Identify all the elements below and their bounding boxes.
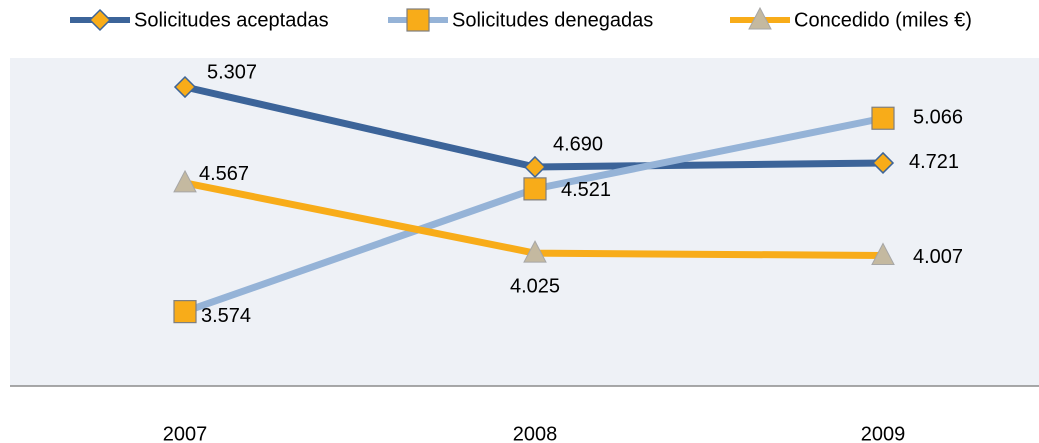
- data-point: [871, 151, 895, 175]
- data-point: [173, 75, 197, 99]
- data-label: 4.567: [199, 163, 249, 185]
- legend-label: Concedido (miles €): [794, 9, 972, 31]
- data-label: 4.521: [561, 179, 611, 201]
- data-label: 4.007: [913, 246, 963, 268]
- data-label: 4.025: [510, 275, 560, 297]
- legend-label: Solicitudes denegadas: [452, 9, 653, 31]
- data-point: [173, 169, 197, 193]
- legend-label: Solicitudes aceptadas: [134, 9, 329, 31]
- legend-marker: [406, 8, 430, 32]
- data-point: [523, 240, 547, 263]
- data-point: [523, 177, 547, 201]
- data-label: 3.574: [201, 305, 251, 327]
- data-label: 5.066: [913, 107, 963, 129]
- data-point: [173, 300, 197, 324]
- data-point: [523, 155, 547, 179]
- data-point: [871, 106, 895, 130]
- data-label: 5.307: [207, 61, 257, 83]
- x-tick-label: 2007: [163, 423, 208, 443]
- legend-marker: [748, 6, 772, 30]
- data-label: 4.721: [909, 151, 959, 173]
- legend-marker: [88, 8, 112, 32]
- plot-area: [10, 58, 1039, 386]
- data-label: 4.690: [553, 133, 603, 155]
- x-tick-label: 2008: [513, 423, 558, 443]
- x-tick-label: 2009: [861, 423, 906, 443]
- data-point: [871, 242, 895, 265]
